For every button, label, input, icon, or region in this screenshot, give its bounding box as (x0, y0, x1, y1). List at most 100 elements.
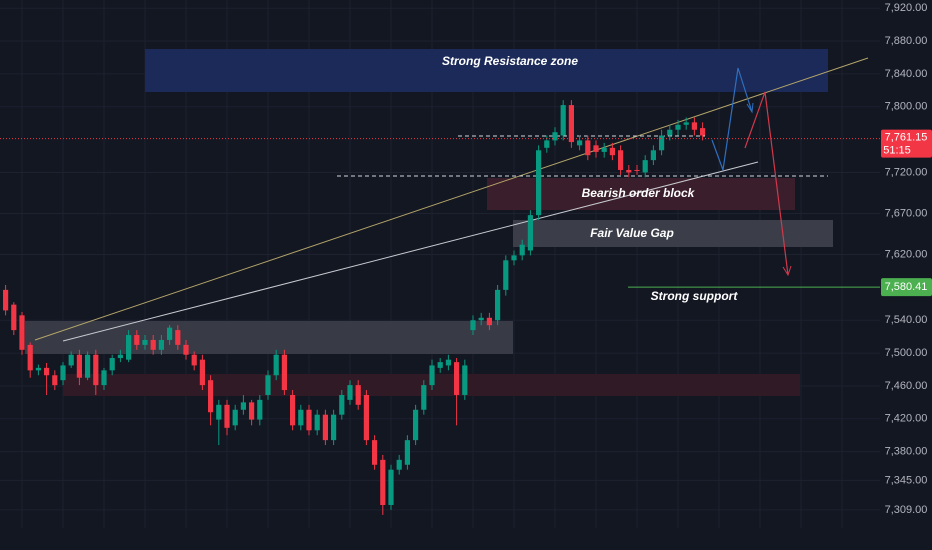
y-tick-label: 7,670.00 (885, 207, 928, 219)
candle-body (224, 404, 230, 428)
arrow-head (746, 102, 754, 114)
candle-body (388, 469, 394, 506)
candle-body (298, 409, 304, 426)
candle-body (552, 132, 558, 141)
candle-body (240, 402, 246, 410)
candle-body (437, 362, 443, 368)
y-tick-label: 7,840.00 (885, 68, 928, 80)
candle-body (19, 315, 25, 350)
candle-body (700, 128, 706, 136)
annotation: Strong Resistance zone (442, 54, 578, 68)
candle-body (331, 414, 337, 441)
candle-body (101, 370, 107, 386)
candle-body (536, 150, 542, 216)
last-price-label: 7,761.15 (885, 132, 928, 144)
candle-body (126, 335, 132, 360)
candle-body (339, 394, 345, 415)
forecast-path (744, 91, 789, 276)
candle-body (183, 344, 189, 355)
candle-body (601, 147, 607, 152)
candle-body (191, 354, 197, 366)
candle-body (659, 135, 665, 151)
candle-body (347, 385, 353, 400)
y-tick-label: 7,500.00 (885, 347, 928, 359)
demand-zone (25, 321, 513, 354)
resistance-zone (145, 49, 828, 92)
candle-body (208, 380, 214, 413)
y-tick-label: 7,720.00 (885, 166, 928, 178)
candle-body (249, 402, 255, 420)
y-tick-label: 7,460.00 (885, 380, 928, 392)
upper-trendline (34, 57, 869, 341)
candle-body (60, 365, 66, 381)
candle-body (478, 317, 484, 321)
candle-body (691, 122, 697, 130)
y-tick-label: 7,920.00 (885, 2, 928, 14)
candle-body (11, 304, 17, 331)
y-tick-label: 7,880.00 (885, 35, 928, 47)
candle-body (667, 129, 673, 136)
candle-body (503, 260, 509, 290)
candle-body (52, 375, 58, 386)
support-price-box (881, 278, 932, 297)
candle-body (421, 385, 427, 410)
candle-body (372, 440, 378, 465)
candle-body (593, 145, 599, 152)
candle-body (44, 367, 50, 376)
y-tick-label: 7,540.00 (885, 314, 928, 326)
candle-body (68, 354, 74, 366)
candle-body (363, 394, 369, 441)
candle-body (109, 358, 115, 371)
y-tick-label: 7,345.00 (885, 474, 928, 486)
candle-body (454, 362, 460, 395)
last-price-box (881, 129, 932, 158)
candle-body (626, 169, 632, 173)
y-tick-label: 7,800.00 (885, 101, 928, 113)
candle-body (175, 330, 181, 345)
candle-body (257, 399, 263, 420)
candle-body (232, 409, 238, 426)
candle-body (527, 215, 533, 251)
candle-body (511, 255, 517, 261)
arrow-head (782, 265, 792, 277)
overlay: 7,920.00 7,880.00 7,840.00 7,800.00 7,720.00… (0, 2, 932, 516)
y-tick-label: 7,420.00 (885, 413, 928, 425)
candle-body (486, 317, 492, 326)
candle-body (290, 394, 296, 426)
candle-body (585, 140, 591, 156)
candle-body (265, 375, 271, 395)
candle-body (306, 409, 312, 431)
candle-body (470, 320, 476, 331)
candle-body (93, 354, 99, 386)
candle-body (683, 122, 689, 125)
countdown-label: 51:15 (883, 145, 911, 157)
support-price-label: 7,580.41 (885, 281, 928, 293)
candle-body (609, 147, 615, 156)
candle-body (35, 367, 41, 371)
candle-body (568, 105, 574, 143)
candle-body (76, 354, 82, 378)
candle-body (355, 385, 361, 405)
candle-body (281, 354, 287, 391)
drawings (25, 49, 869, 396)
candle-body (27, 344, 33, 371)
candles: 1720212223242728293031Aug456781112131415 (3, 100, 706, 515)
candle-body (634, 169, 640, 171)
annotation: Bearish order block (582, 186, 696, 200)
candle-body (85, 354, 91, 378)
candle-body (150, 339, 156, 350)
candle-body (322, 414, 328, 441)
candle-body (396, 459, 402, 470)
candle-body (462, 365, 468, 395)
candle-body (216, 404, 222, 420)
annotation: Fair Value Gap (590, 226, 674, 240)
candle-body (199, 359, 205, 386)
candle-body (618, 150, 624, 170)
candle-body (273, 354, 279, 376)
candle-body (167, 327, 173, 340)
annotation: Strong support (651, 289, 739, 303)
candle-body (577, 140, 583, 146)
candle-body (314, 414, 320, 431)
